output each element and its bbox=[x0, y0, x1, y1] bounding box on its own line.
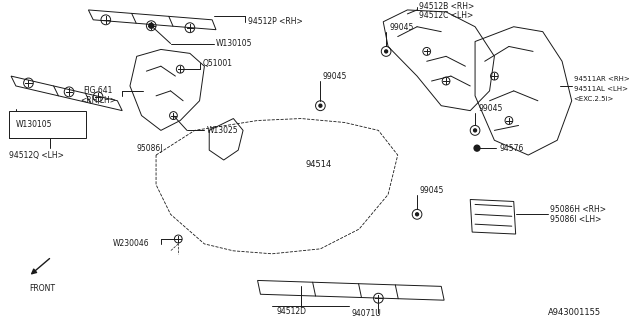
Text: <RH,LH>: <RH,LH> bbox=[81, 96, 116, 105]
Text: 99045: 99045 bbox=[323, 72, 347, 81]
Text: 94512P <RH>: 94512P <RH> bbox=[248, 17, 303, 26]
Text: 94512C <LH>: 94512C <LH> bbox=[419, 12, 473, 20]
Circle shape bbox=[319, 104, 322, 107]
Text: 94576: 94576 bbox=[499, 144, 524, 153]
Text: 99045: 99045 bbox=[479, 104, 503, 113]
Text: 99045: 99045 bbox=[420, 186, 444, 195]
Text: 95086H <RH>: 95086H <RH> bbox=[550, 205, 607, 214]
FancyBboxPatch shape bbox=[9, 111, 86, 138]
Text: 94512D: 94512D bbox=[277, 307, 307, 316]
Text: <EXC.2.5i>: <EXC.2.5i> bbox=[573, 96, 614, 102]
Circle shape bbox=[385, 50, 388, 53]
Text: 94511AL <LH>: 94511AL <LH> bbox=[573, 86, 628, 92]
Text: 94512B <RH>: 94512B <RH> bbox=[419, 3, 474, 12]
Text: FIG.641: FIG.641 bbox=[84, 86, 113, 95]
Text: 95086J: 95086J bbox=[137, 144, 163, 153]
Circle shape bbox=[415, 213, 419, 216]
Text: 94514: 94514 bbox=[306, 160, 332, 169]
Text: Q51001: Q51001 bbox=[202, 59, 232, 68]
Circle shape bbox=[474, 129, 477, 132]
Text: 99045: 99045 bbox=[390, 23, 414, 32]
Text: A943001155: A943001155 bbox=[548, 308, 601, 316]
Text: FRONT: FRONT bbox=[29, 284, 55, 293]
Text: 94512Q <LH>: 94512Q <LH> bbox=[9, 151, 64, 160]
Text: 94511AR <RH>: 94511AR <RH> bbox=[573, 76, 629, 82]
Text: W130105: W130105 bbox=[216, 39, 253, 48]
Text: 95086I <LH>: 95086I <LH> bbox=[550, 215, 602, 224]
Text: W230046: W230046 bbox=[113, 239, 149, 248]
Circle shape bbox=[474, 145, 480, 151]
Circle shape bbox=[149, 23, 154, 28]
Text: W13025: W13025 bbox=[206, 126, 238, 135]
Text: 94071U: 94071U bbox=[351, 308, 381, 317]
Text: W130105: W130105 bbox=[16, 120, 52, 129]
